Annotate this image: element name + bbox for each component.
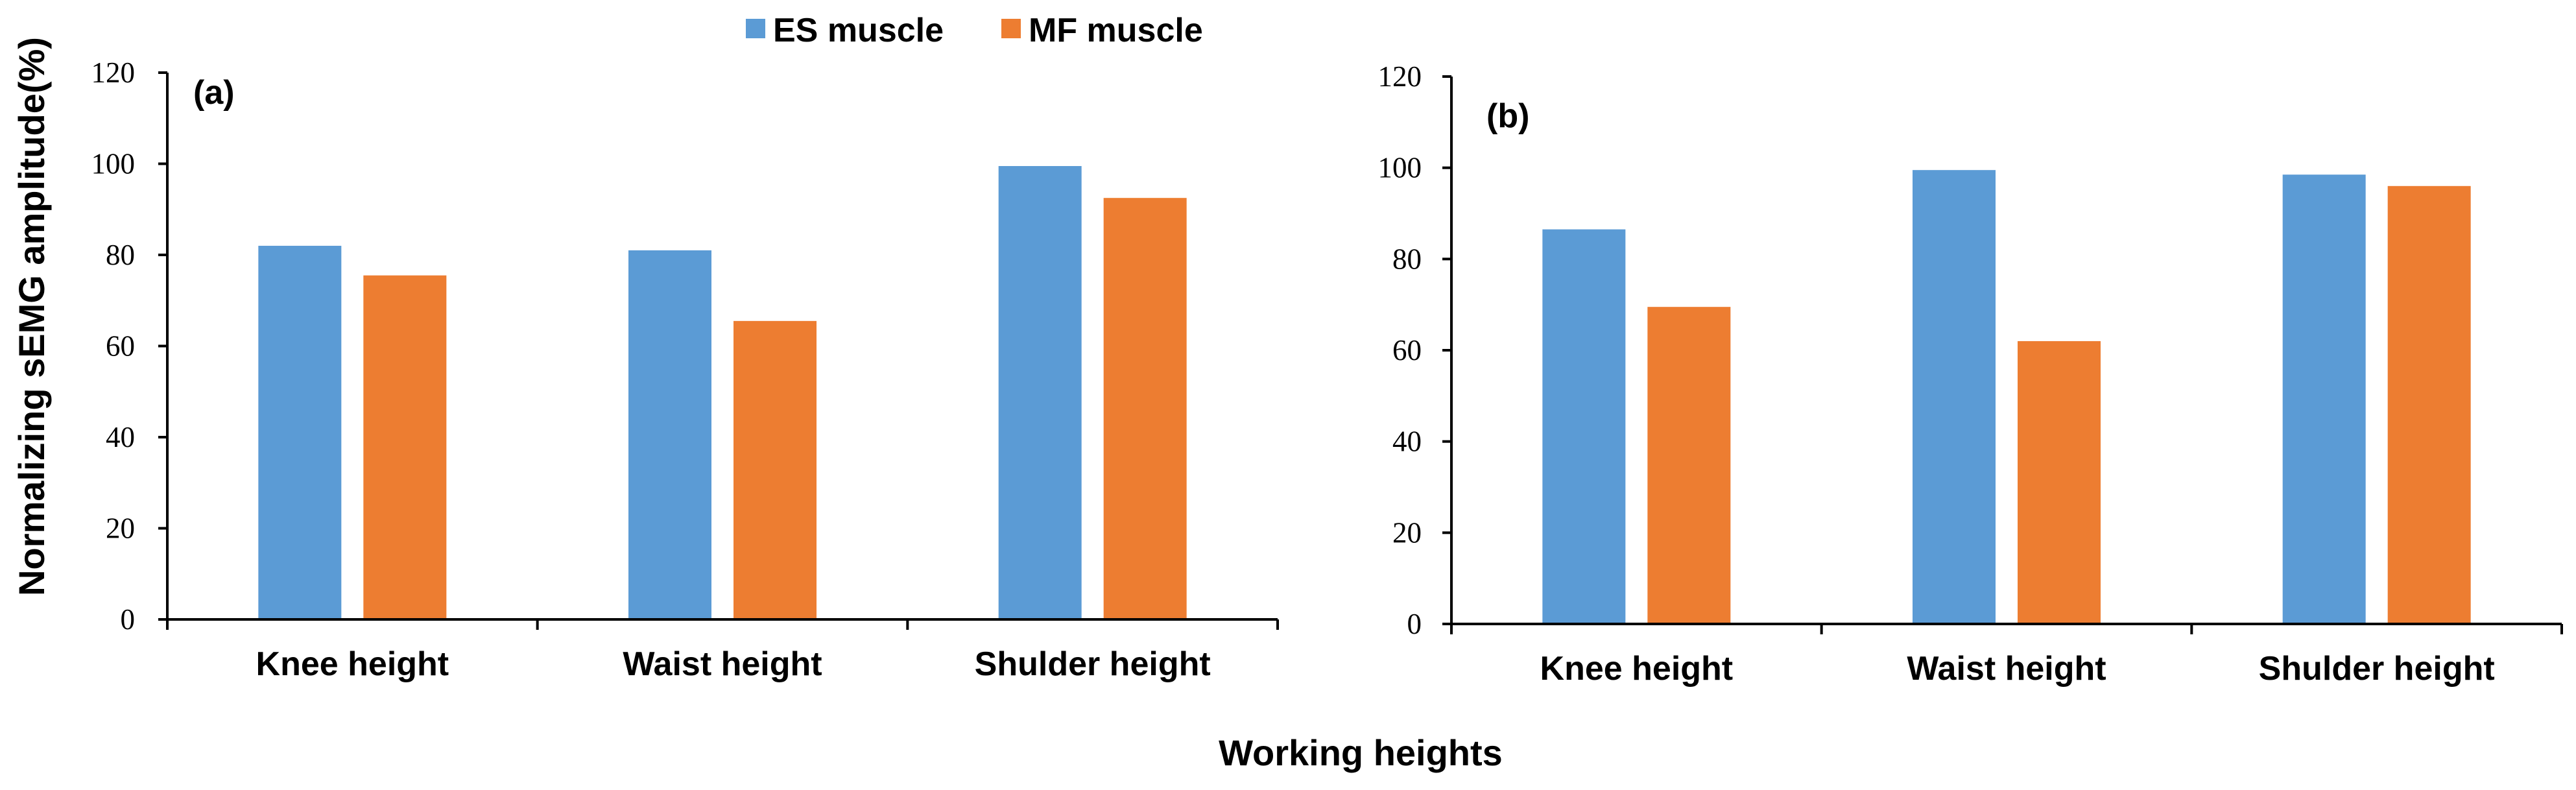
bar-a-es-muscle-1 [628,250,711,620]
y-ticks-a: 0 20 40 60 80 100 120 [91,56,167,636]
y-tick-label: 80 [1392,243,1422,275]
x-categories-b: Knee height Waist height Shulder height [1540,650,2495,688]
y-tick-label: 80 [106,239,135,271]
y-tick-label: 120 [91,56,136,89]
y-tick-label: 100 [1378,152,1422,184]
x-category-label: Knee height [256,645,449,683]
x-axis-title: Working heights [1219,732,1503,773]
bars-b [1542,170,2471,624]
legend: ES muscle MF muscle [746,12,1203,49]
bar-a-mf-muscle-1 [733,320,817,619]
y-tick-label: 40 [1392,425,1422,458]
bar-b-es-muscle-1 [1913,170,1996,624]
bar-a-mf-muscle-0 [363,275,447,619]
chart-panel-b: (b) 0 20 40 60 80 100 120 Knee height Waist hei… [1378,60,2563,688]
bar-b-es-muscle-2 [2282,174,2366,624]
legend-swatch-mf [1001,19,1021,38]
bar-b-mf-muscle-2 [2387,186,2471,624]
bar-a-es-muscle-0 [258,245,342,619]
axes-a [166,73,1279,630]
legend-swatch-es [746,19,765,38]
y-tick-label: 100 [91,148,136,180]
y-tick-label: 120 [1378,60,1422,93]
bar-b-es-muscle-0 [1542,229,1626,624]
y-axis-title: Normalizing sEMG amplitude(%) [11,37,52,596]
chart-panel-a: (a) 0 20 40 60 80 100 120 Knee height Waist hei… [91,56,1279,683]
y-tick-label: 20 [106,512,135,545]
legend-label-mf: MF muscle [1029,12,1203,49]
y-tick-label: 0 [121,603,136,636]
panel-label-a: (a) [193,74,235,112]
y-tick-label: 0 [1407,608,1422,640]
x-category-label: Waist height [623,645,822,683]
bar-b-mf-muscle-0 [1647,307,1731,624]
x-categories-a: Knee height Waist height Shulder height [256,645,1211,683]
x-category-label: Knee height [1540,650,1734,688]
x-category-label: Shulder height [2259,650,2495,688]
bar-a-mf-muscle-2 [1103,198,1187,619]
bar-b-mf-muscle-1 [2018,341,2101,624]
x-category-label: Shulder height [975,645,1211,683]
axes-b [1450,77,2563,634]
y-ticks-b: 0 20 40 60 80 100 120 [1378,60,1451,640]
bar-a-es-muscle-2 [998,166,1082,619]
y-tick-label: 60 [106,330,135,363]
y-tick-label: 20 [1392,516,1422,549]
panel-label-b: (b) [1486,97,1529,135]
y-tick-label: 40 [106,421,135,453]
x-category-label: Waist height [1907,650,2106,688]
legend-label-es: ES muscle [773,12,944,49]
y-tick-label: 60 [1392,334,1422,366]
bars-a [258,166,1187,620]
